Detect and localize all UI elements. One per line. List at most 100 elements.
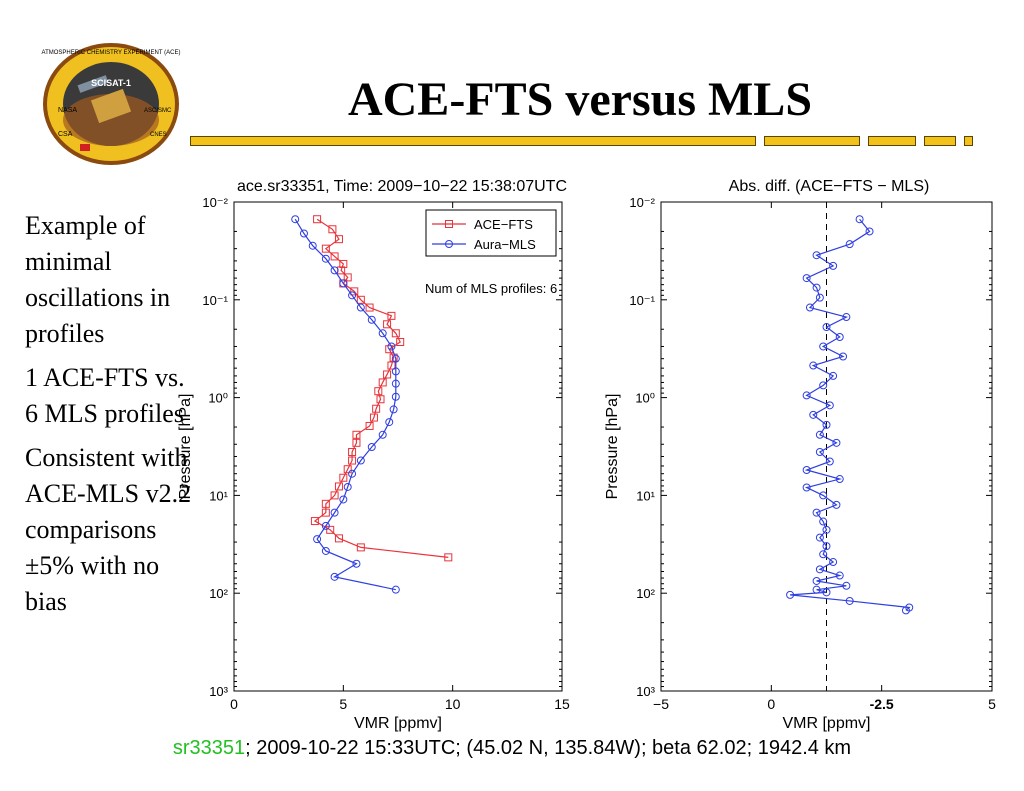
x-tick-label: 5 — [339, 696, 347, 712]
data-point — [829, 558, 838, 567]
data-point — [299, 229, 308, 238]
data-point — [352, 559, 361, 568]
y-tick-label: 10³ — [209, 684, 228, 699]
y-tick-label: 10¹ — [636, 488, 655, 503]
data-point — [334, 235, 343, 244]
legend-label: Aura−MLS — [474, 237, 536, 252]
y-tick-label: 10⁰ — [208, 391, 228, 406]
data-point — [321, 499, 330, 508]
data-point — [378, 430, 387, 439]
data-point — [391, 379, 400, 388]
data-point — [815, 448, 824, 457]
y-tick-label: 10⁻² — [629, 195, 655, 210]
data-point — [819, 342, 828, 351]
data-point — [350, 287, 359, 296]
slide-title: ACE-FTS versus MLS — [347, 73, 813, 126]
data-point — [385, 418, 394, 427]
data-point — [825, 457, 834, 466]
y-tick-label: 10⁻² — [202, 195, 228, 210]
footer-details: ; 2009-10-22 15:33UTC; (45.02 N, 135.84W… — [245, 737, 852, 759]
data-point — [819, 517, 828, 526]
data-point — [339, 279, 348, 288]
data-point — [330, 252, 339, 261]
y-tick-label: 10¹ — [209, 488, 228, 503]
data-point — [356, 543, 365, 552]
data-point — [387, 342, 396, 351]
logo-asc-text: ASC/SMC — [144, 108, 172, 114]
data-point — [832, 500, 841, 509]
data-point — [291, 215, 300, 224]
data-point — [391, 367, 400, 376]
data-point — [367, 443, 376, 452]
data-point — [367, 315, 376, 324]
data-point — [822, 525, 831, 534]
footer-orbit-link[interactable]: sr33351 — [172, 737, 246, 759]
data-point — [842, 313, 851, 322]
data-point — [348, 291, 357, 300]
legend-label: ACE−FTS — [474, 217, 533, 232]
data-point — [365, 421, 374, 430]
data-point — [339, 495, 348, 504]
data-point — [387, 361, 396, 370]
y-tick-label: 10² — [636, 586, 655, 601]
data-point — [829, 371, 838, 380]
data-point — [313, 535, 322, 544]
logo-scisat-text: SCISAT-1 — [91, 78, 131, 88]
data-point — [348, 448, 357, 457]
data-point — [396, 337, 405, 346]
data-point — [845, 596, 854, 605]
data-point — [330, 266, 339, 275]
x-tick-label: 5 — [988, 696, 996, 712]
annotation-text: Num of MLS profiles: 6 — [425, 281, 557, 296]
data-point — [822, 542, 831, 551]
data-point — [815, 293, 824, 302]
logo-cnes-text: CNES — [150, 132, 167, 138]
series-line-Aura−MLS — [294, 218, 397, 591]
y-axis-label: Pressure [hPa] — [177, 394, 194, 500]
data-point — [822, 420, 831, 429]
data-point — [839, 352, 848, 361]
bullet-text-column: Example of minimal oscillations in profi… — [25, 208, 195, 628]
data-point — [805, 303, 814, 312]
x-axis-label: VMR [ppmv] — [354, 715, 442, 732]
logo-nasa-text: NASA — [58, 107, 77, 114]
data-point — [343, 273, 352, 282]
data-point — [330, 491, 339, 500]
legend-marker — [445, 240, 453, 248]
data-point — [815, 565, 824, 574]
y-tick-label: 10⁻¹ — [629, 293, 655, 308]
x-tick-label: 0 — [230, 696, 238, 712]
data-point — [348, 456, 357, 465]
data-point — [802, 391, 811, 400]
data-point — [383, 370, 392, 379]
data-point — [330, 572, 339, 581]
data-point — [339, 259, 348, 268]
data-point — [812, 585, 821, 594]
data-point — [334, 482, 343, 491]
data-point — [372, 404, 381, 413]
data-point — [369, 413, 378, 422]
data-point — [321, 546, 330, 555]
data-point — [835, 475, 844, 484]
data-point — [356, 303, 365, 312]
data-point — [815, 533, 824, 542]
data-point — [321, 244, 330, 253]
x-tick-label: −5 — [653, 696, 669, 712]
data-point — [842, 581, 851, 590]
data-point — [339, 473, 348, 482]
bullet-text-1: Example of minimal oscillations in profi… — [25, 211, 171, 348]
data-point — [812, 283, 821, 292]
data-point — [829, 261, 838, 270]
data-point — [855, 215, 864, 224]
data-point — [815, 430, 824, 439]
data-point — [348, 469, 357, 478]
data-point — [812, 508, 821, 517]
footer-caption: sr33351; 2009-10-22 15:33UTC; (45.02 N, … — [0, 737, 1024, 760]
data-point — [802, 483, 811, 492]
data-point — [391, 585, 400, 594]
data-point — [845, 240, 854, 249]
data-point — [330, 508, 339, 517]
data-point — [391, 354, 400, 363]
series-line-diff — [790, 218, 911, 611]
